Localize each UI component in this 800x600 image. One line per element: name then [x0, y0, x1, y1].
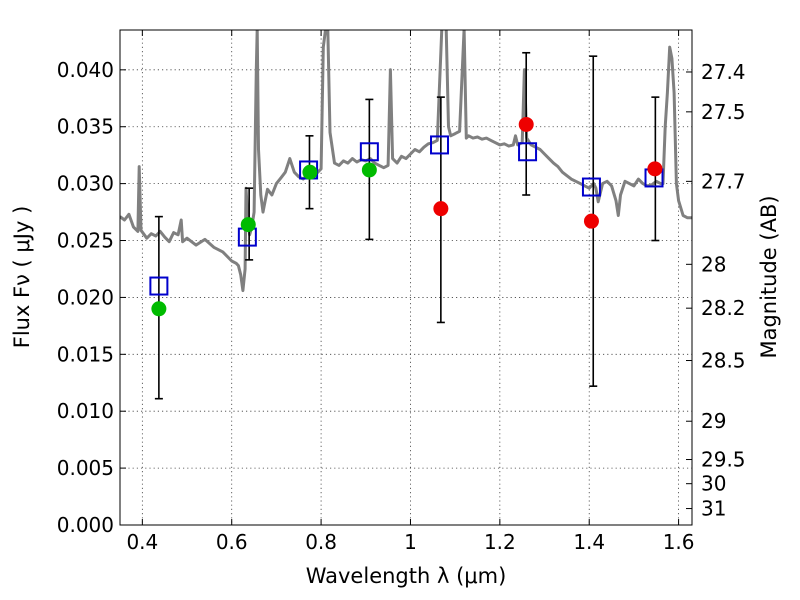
- plot-frame: [119, 29, 693, 526]
- x-tick-label: 1.6: [663, 530, 695, 554]
- x-tick-label: 1.2: [484, 530, 516, 554]
- mag-tick-label: 29.5: [701, 448, 746, 472]
- y2-axis-label: Magnitude (AB): [757, 195, 781, 358]
- green-circle-point: [302, 164, 318, 180]
- red-circle-point: [647, 161, 663, 177]
- x-tick-label: 1: [404, 530, 417, 554]
- green-circle-point: [151, 301, 167, 317]
- y-tick-label: 0.035: [57, 115, 114, 139]
- red-circle-point: [583, 213, 599, 229]
- x-tick-label: 1.4: [573, 530, 605, 554]
- mag-tick-label: 28: [701, 252, 726, 276]
- green-circle-point: [240, 217, 256, 233]
- model-square-point: [430, 135, 450, 155]
- ticks: 0.4 0.6 0.8 1 1.2 1.4 1.6 0.000 0.005 0.010 0.015 0…: [57, 30, 746, 554]
- y-tick-label: 0.010: [57, 399, 114, 423]
- y-tick-label: 0.015: [57, 342, 114, 366]
- y-tick-label: 0.005: [57, 456, 114, 480]
- mag-tick-label: 28.5: [701, 349, 746, 373]
- mag-tick-label: 27.7: [701, 169, 746, 193]
- plot-area: [120, 30, 692, 400]
- x-tick-label: 0.8: [305, 530, 337, 554]
- mag-tick-label: 30: [701, 472, 726, 496]
- mag-tick-label: 27.4: [701, 60, 746, 84]
- red-circle-point: [518, 116, 534, 132]
- y-tick-label: 0.020: [57, 285, 114, 309]
- green-circle-point: [361, 162, 377, 178]
- model-square-point: [581, 177, 601, 197]
- y-tick-label: 0.030: [57, 172, 114, 196]
- model-square-point: [518, 142, 538, 162]
- mag-tick-label: 31: [701, 497, 726, 521]
- x-tick-label: 0.6: [216, 530, 248, 554]
- x-tick-label: 0.4: [126, 530, 158, 554]
- model-square-point: [149, 276, 169, 296]
- mag-tick-label: 27.5: [701, 100, 746, 124]
- mag-tick-label: 29: [701, 409, 726, 433]
- spectrum-line: [120, 30, 692, 293]
- plot-contents: [120, 30, 692, 400]
- y-tick-label: 0.000: [57, 513, 114, 537]
- y-axis-label: Flux Fν ( μJy ): [10, 206, 34, 349]
- grid: [120, 30, 692, 526]
- y-tick-label: 0.040: [57, 58, 114, 82]
- y-tick-label: 0.025: [57, 229, 114, 253]
- model-square-point: [359, 142, 379, 162]
- red-circle-point: [433, 201, 449, 217]
- x-axis-label: Wavelength λ (μm): [306, 564, 507, 588]
- mag-tick-label: 28.2: [701, 296, 746, 320]
